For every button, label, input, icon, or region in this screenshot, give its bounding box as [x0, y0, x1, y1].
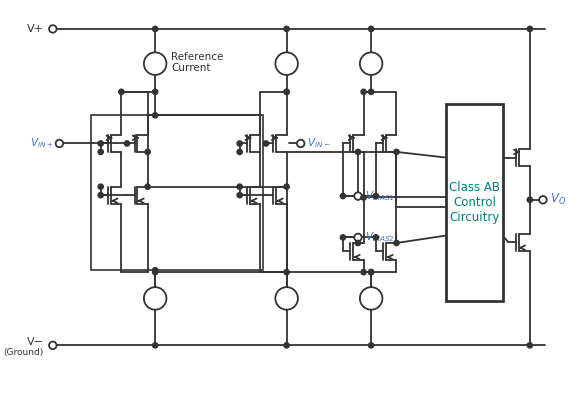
Circle shape [49, 342, 56, 349]
Circle shape [360, 287, 382, 310]
Circle shape [98, 184, 103, 189]
Circle shape [284, 269, 289, 275]
Circle shape [152, 268, 158, 273]
Circle shape [275, 287, 298, 310]
Text: $V_{BIAS2}$: $V_{BIAS2}$ [365, 230, 394, 244]
Circle shape [354, 234, 362, 241]
Circle shape [361, 89, 366, 95]
Circle shape [361, 269, 366, 275]
Circle shape [98, 149, 103, 154]
Circle shape [49, 25, 56, 33]
Circle shape [527, 197, 533, 203]
Circle shape [369, 269, 374, 275]
Circle shape [237, 141, 242, 146]
Circle shape [152, 113, 158, 118]
Circle shape [340, 193, 346, 199]
Circle shape [394, 240, 399, 245]
Circle shape [152, 89, 158, 95]
Circle shape [263, 141, 269, 146]
Circle shape [360, 52, 382, 75]
Text: Reference: Reference [171, 52, 223, 62]
Text: Class AB
Control
Circuitry: Class AB Control Circuitry [449, 181, 500, 224]
Circle shape [394, 149, 399, 154]
Circle shape [237, 184, 242, 189]
Circle shape [237, 193, 242, 198]
Circle shape [119, 89, 124, 95]
Circle shape [144, 52, 166, 75]
Circle shape [284, 26, 289, 32]
Circle shape [284, 184, 289, 189]
Circle shape [152, 343, 158, 348]
Circle shape [144, 287, 166, 310]
Circle shape [275, 52, 298, 75]
Circle shape [527, 343, 533, 348]
Text: $V_{IN+}$: $V_{IN+}$ [31, 137, 54, 151]
Circle shape [98, 141, 103, 146]
Circle shape [145, 149, 151, 154]
Circle shape [284, 89, 289, 95]
Circle shape [527, 26, 533, 32]
Text: V+: V+ [26, 24, 44, 34]
Circle shape [354, 192, 362, 200]
Text: $V_O$: $V_O$ [550, 192, 566, 207]
Circle shape [355, 240, 360, 245]
Circle shape [369, 89, 374, 95]
Circle shape [373, 235, 379, 240]
Circle shape [369, 26, 374, 32]
Circle shape [237, 149, 242, 154]
Circle shape [152, 26, 158, 32]
Circle shape [355, 149, 360, 154]
Circle shape [340, 235, 346, 240]
Circle shape [284, 343, 289, 348]
Bar [91, 115, 263, 270]
Circle shape [373, 193, 379, 199]
Circle shape [297, 140, 305, 147]
Circle shape [56, 140, 63, 147]
Text: $V_{BIAS1}$: $V_{BIAS1}$ [365, 189, 395, 203]
Circle shape [539, 196, 547, 204]
Circle shape [145, 184, 151, 189]
Circle shape [124, 141, 129, 146]
Circle shape [369, 269, 374, 275]
Text: V−: V− [26, 336, 44, 347]
Circle shape [98, 193, 103, 198]
Bar [446, 104, 503, 301]
Text: $V_{IN-}$: $V_{IN-}$ [308, 137, 330, 151]
Circle shape [284, 89, 289, 95]
Circle shape [369, 343, 374, 348]
Circle shape [361, 195, 366, 200]
Text: (Ground): (Ground) [3, 348, 44, 357]
Text: Current: Current [171, 63, 211, 73]
Circle shape [152, 269, 158, 275]
